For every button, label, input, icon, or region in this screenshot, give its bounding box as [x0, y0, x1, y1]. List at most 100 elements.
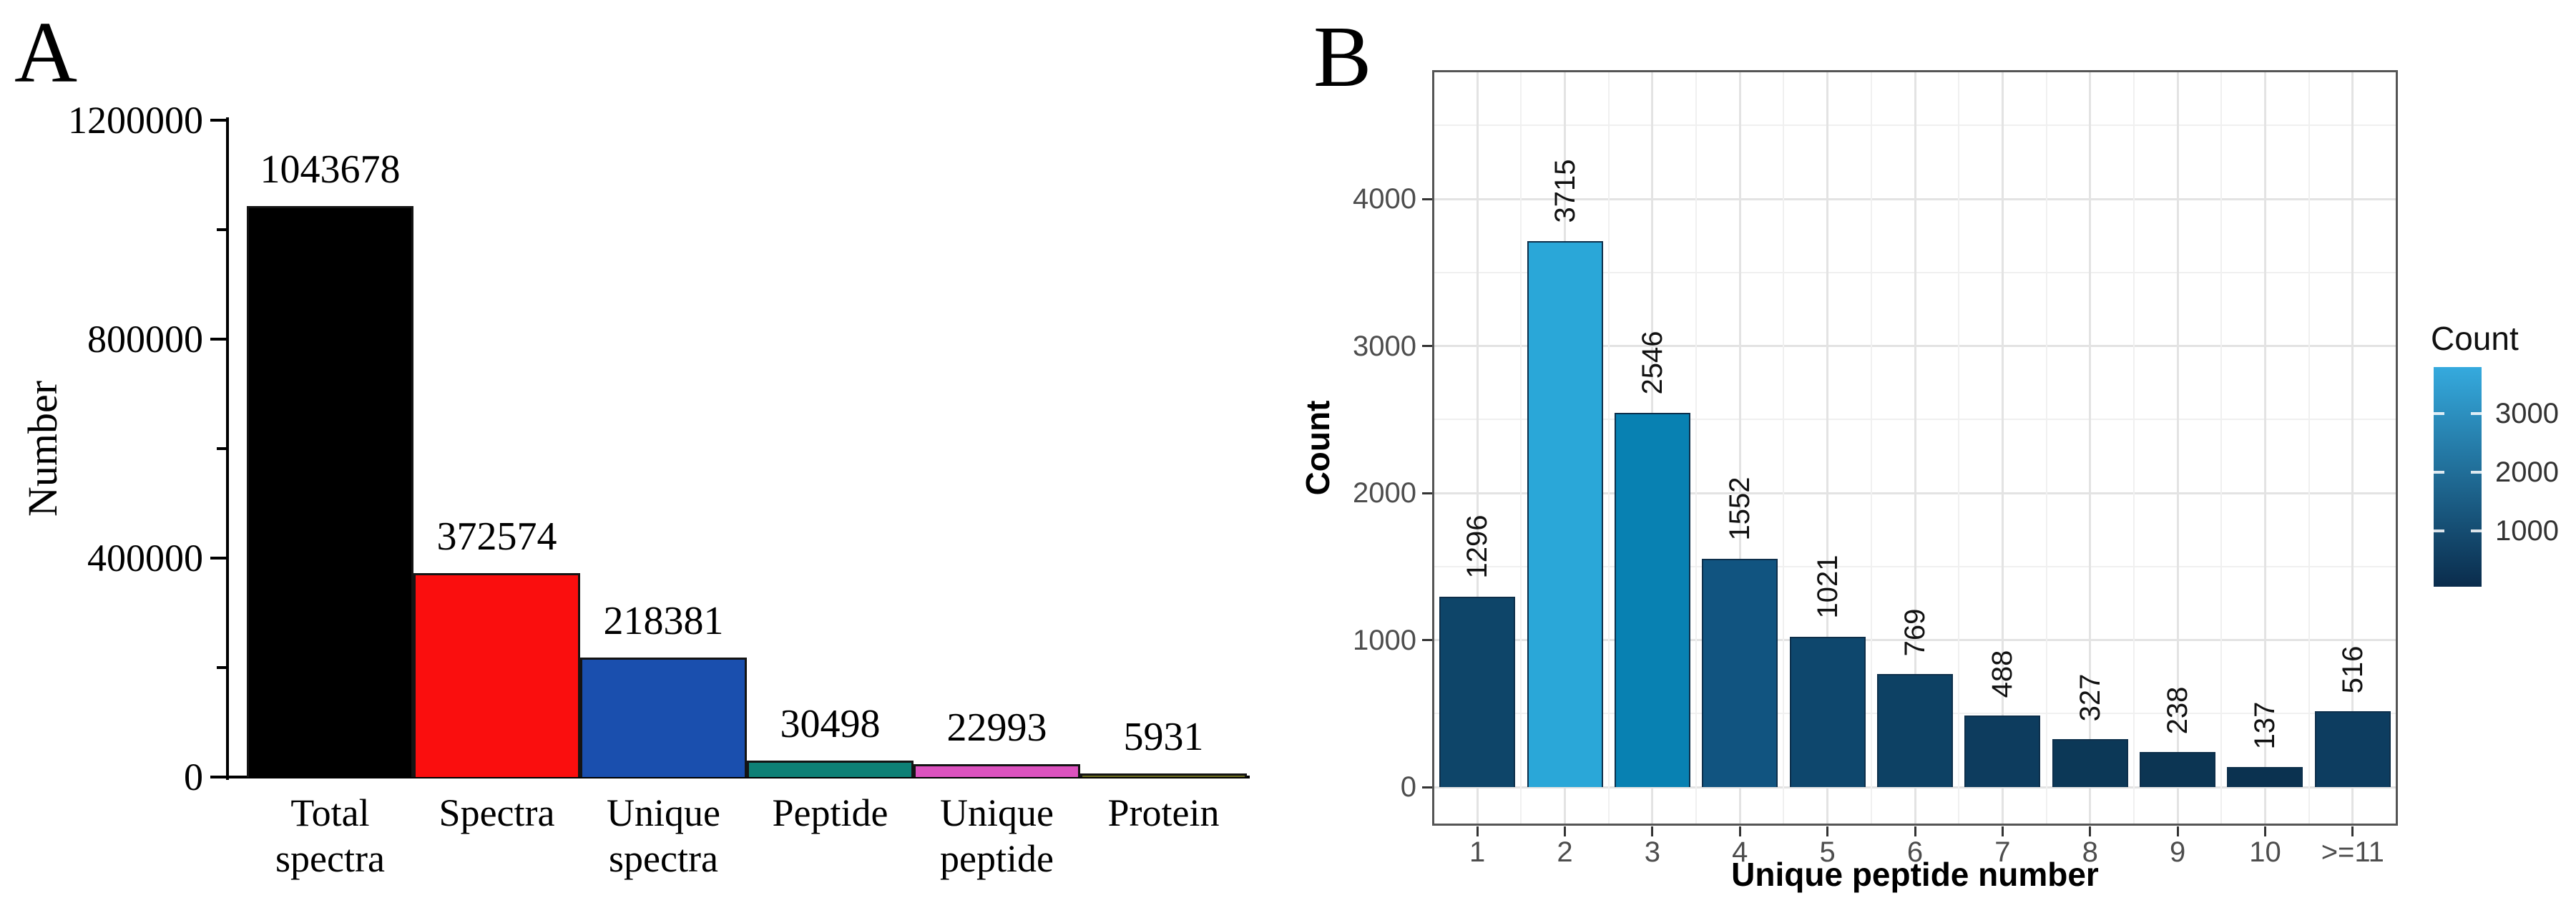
a-bar-5 — [1080, 773, 1247, 777]
a-bar-0 — [247, 206, 413, 777]
a-bar-value: 5931 — [1123, 715, 1204, 759]
b-bar-10 — [2314, 711, 2391, 787]
a-bar-value: 372574 — [436, 514, 557, 559]
b-gridline-major-v — [2176, 72, 2179, 824]
a-category-line: Total — [290, 791, 370, 834]
a-category-line: Protein — [1107, 791, 1220, 834]
a-y-axis-line — [226, 117, 229, 780]
a-bar-value: 22993 — [946, 705, 1047, 750]
b-bar-4 — [1789, 637, 1866, 787]
b-y-tick-label: 2000 — [1353, 477, 1416, 509]
a-category-label: Total spectra — [247, 790, 413, 882]
b-gridline-minor-v — [2132, 72, 2135, 824]
a-y-tick-major — [210, 119, 226, 122]
legend-tick-label: 2000 — [2495, 456, 2559, 488]
b-x-tick — [1738, 826, 1741, 836]
legend-tick-mark — [2434, 470, 2444, 474]
a-category-label: Unique spectra — [580, 790, 747, 882]
a-y-tick-minor — [217, 666, 226, 669]
b-x-tick-label: 2 — [1557, 836, 1573, 868]
a-bar-value: 218381 — [603, 599, 724, 643]
legend-tick-mark — [2471, 529, 2482, 532]
b-gridline-major-v — [1914, 72, 1916, 824]
b-y-axis-title: Count — [1299, 400, 1336, 496]
a-category-label: Protein — [1080, 790, 1247, 836]
b-bar-8 — [2140, 752, 2216, 787]
a-bar-1 — [413, 573, 580, 777]
b-x-tick — [2351, 826, 2354, 836]
b-x-tick — [1914, 826, 1916, 836]
panel-b-label: B — [1313, 9, 1372, 105]
b-y-tick-label: 3000 — [1353, 330, 1416, 362]
a-bar-3 — [747, 761, 914, 777]
b-gridline-minor-v — [1783, 72, 1785, 824]
b-x-tick — [2176, 826, 2179, 836]
a-y-tick-major — [210, 557, 226, 560]
b-bar-0 — [1439, 597, 1516, 787]
b-gridline-major-v — [2001, 72, 2004, 824]
b-gridline-major-v — [1738, 72, 1741, 824]
b-x-tick-label: 10 — [2249, 836, 2281, 868]
a-bar-2 — [580, 658, 747, 777]
b-gridline-major-v — [2263, 72, 2266, 824]
b-bar-3 — [1702, 559, 1778, 787]
b-y-tick — [1422, 786, 1432, 788]
b-x-tick — [1476, 826, 1479, 836]
b-gridline-minor-v — [1958, 72, 1960, 824]
a-category-label: Unique peptide — [914, 790, 1080, 882]
b-x-tick-label: 4 — [1732, 836, 1748, 868]
b-gridline-minor-v — [2220, 72, 2223, 824]
a-category-label: Spectra — [413, 790, 580, 836]
b-x-tick — [1564, 826, 1567, 836]
b-y-tick — [1422, 345, 1432, 347]
b-x-tick — [1826, 826, 1829, 836]
a-category-line: spectra — [609, 837, 718, 880]
b-plot-border — [1432, 70, 2398, 826]
a-y-tick-label: 800000 — [87, 318, 203, 361]
legend-tick-mark — [2471, 411, 2482, 415]
b-bar-1 — [1527, 241, 1603, 787]
b-y-tick-label: 0 — [1400, 771, 1416, 803]
b-gridline-minor-v — [2308, 72, 2310, 824]
a-y-tick-label: 400000 — [87, 537, 203, 580]
a-y-tick-label: 0 — [184, 756, 203, 799]
b-y-tick — [1422, 639, 1432, 641]
b-gridline-major-v — [2089, 72, 2092, 824]
b-legend-title: Count — [2431, 320, 2519, 357]
a-bar-value: 1043678 — [260, 147, 401, 192]
b-x-tick-label: 7 — [1994, 836, 2011, 868]
b-gridline-minor-v — [2045, 72, 2047, 824]
b-gridline-major-v — [1826, 72, 1829, 824]
b-y-tick-label: 4000 — [1353, 183, 1416, 215]
b-x-tick — [2001, 826, 2004, 836]
a-category-line: Peptide — [772, 791, 888, 834]
a-category-line: Spectra — [439, 791, 555, 834]
a-y-tick-major — [210, 776, 226, 778]
b-bar-6 — [1964, 716, 2041, 787]
legend-tick-mark — [2434, 529, 2444, 532]
b-bar-7 — [2052, 739, 2128, 787]
a-category-line: spectra — [275, 837, 385, 880]
a-category-line: Unique — [607, 791, 720, 834]
a-y-tick-minor — [217, 447, 226, 450]
legend-tick-label: 3000 — [2495, 397, 2559, 429]
b-bar-9 — [2227, 767, 2303, 787]
b-x-tick-label: 8 — [2082, 836, 2098, 868]
a-bar-value: 30498 — [780, 702, 881, 746]
legend-gradient-bar — [2434, 367, 2482, 587]
a-category-line: peptide — [940, 837, 1054, 880]
b-x-tick — [2263, 826, 2266, 836]
b-gridline-minor-v — [1520, 72, 1522, 824]
b-bar-2 — [1614, 413, 1690, 787]
legend-tick-mark — [2471, 470, 2482, 474]
b-y-tick — [1422, 197, 1432, 200]
a-x-axis-line — [226, 776, 1250, 778]
b-y-tick-label: 1000 — [1353, 624, 1416, 656]
b-gridline-major-v — [2351, 72, 2354, 824]
a-y-tick-major — [210, 338, 226, 341]
a-category-label: Peptide — [747, 790, 914, 836]
b-y-tick — [1422, 492, 1432, 494]
panel-a-label: A — [14, 4, 78, 101]
b-x-tick-label: 5 — [1819, 836, 1836, 868]
